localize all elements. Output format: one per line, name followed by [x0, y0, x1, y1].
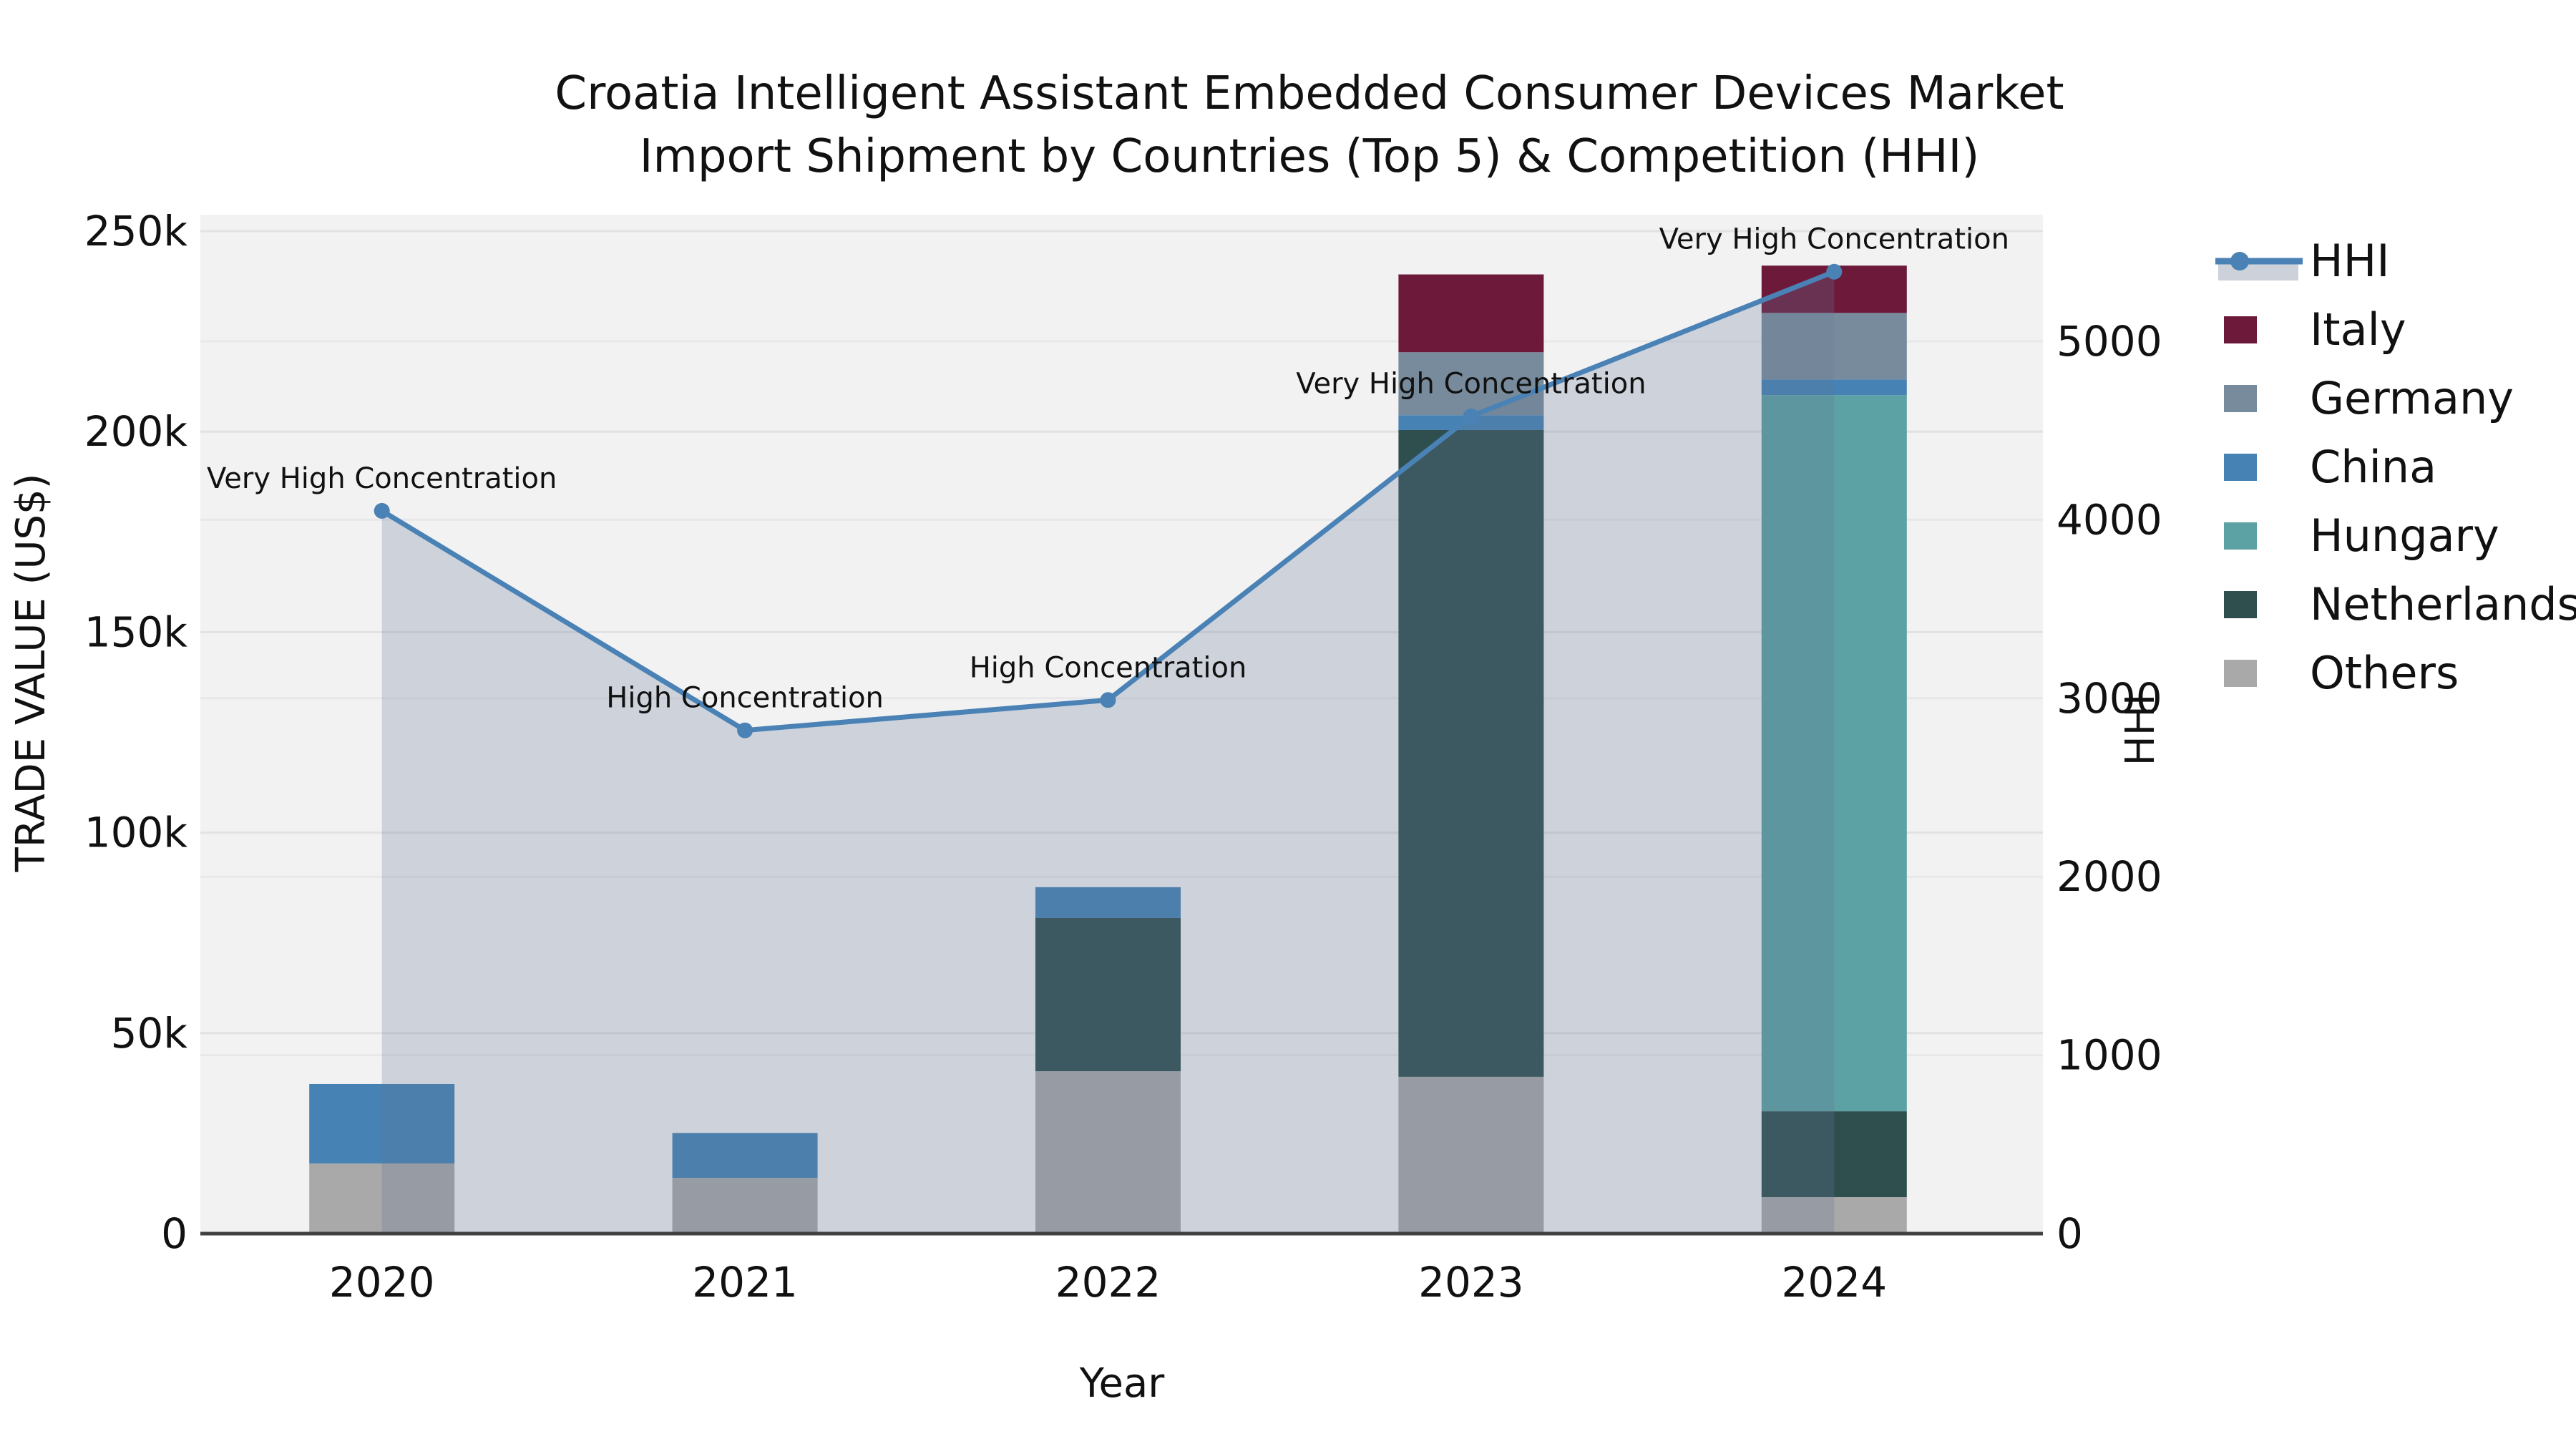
- legend-item-others: Others: [2224, 647, 2459, 699]
- bar-segment-2021-china: [672, 1133, 818, 1179]
- x-tick-2022: 2022: [1055, 1258, 1161, 1307]
- legend-item-hhi: HHI: [2215, 235, 2390, 287]
- legend-item-china: China: [2224, 441, 2436, 493]
- x-tick-labels: 2020 2021 2022 2023 2024: [329, 1258, 1887, 1307]
- y-left-tick-200k: 200k: [84, 407, 188, 456]
- legend-item-netherlands: Netherlands: [2224, 578, 2576, 630]
- x-tick-2024: 2024: [1781, 1258, 1887, 1307]
- legend-hhi-marker: [2230, 252, 2249, 270]
- annotation-2023: Very High Concentration: [1296, 368, 1646, 401]
- legend-label-hungary: Hungary: [2310, 509, 2499, 562]
- bar-segment-2024-hungary: [1761, 395, 1907, 1112]
- annotation-2024: Very High Concentration: [1659, 223, 2009, 256]
- y-right-tick-3000: 3000: [2057, 674, 2162, 723]
- bar-segment-2022-netherlands: [1035, 917, 1181, 1072]
- y-left-tick-150k: 150k: [84, 608, 188, 656]
- legend-swatch-germany: [2224, 385, 2257, 412]
- legend-label-china: China: [2310, 441, 2436, 493]
- bar-segment-2023-italy: [1398, 274, 1544, 353]
- legend-item-hungary: Hungary: [2224, 509, 2499, 562]
- y-left-tick-0: 0: [161, 1209, 187, 1258]
- y-left-tick-50k: 50k: [111, 1009, 188, 1058]
- y-right-tick-0: 0: [2057, 1209, 2083, 1258]
- y-left-tick-100k: 100k: [84, 809, 188, 857]
- legend-item-italy: Italy: [2224, 303, 2406, 356]
- chart-title-line2: Import Shipment by Countries (Top 5) & C…: [640, 130, 1980, 183]
- annotation-2020: Very High Concentration: [207, 462, 557, 495]
- chart-title-line1: Croatia Intelligent Assistant Embedded C…: [555, 67, 2064, 120]
- legend-swatch-china: [2224, 454, 2257, 481]
- bar-segment-2023-netherlands: [1398, 429, 1544, 1077]
- bar-segment-2020-others: [309, 1163, 455, 1234]
- y-right-tick-2000: 2000: [2057, 852, 2162, 901]
- legend-swatch-italy: [2224, 316, 2257, 343]
- legend-swatch-netherlands: [2224, 591, 2257, 618]
- bar-segment-2022-china: [1035, 887, 1181, 918]
- x-tick-2020: 2020: [329, 1258, 435, 1307]
- hhi-marker-2021: [737, 722, 753, 738]
- bar-segment-2024-netherlands: [1761, 1111, 1907, 1198]
- annotation-2021: High Concentration: [606, 682, 884, 715]
- y-right-tick-1000: 1000: [2057, 1031, 2162, 1080]
- hhi-area-fill: [381, 271, 1835, 1234]
- x-tick-2023: 2023: [1418, 1258, 1524, 1307]
- bar-segment-2024-others: [1761, 1197, 1907, 1234]
- bar-segment-2023-germany: [1398, 352, 1544, 416]
- bar-segment-2024-china: [1761, 379, 1907, 396]
- bar-segment-2021-others: [672, 1178, 818, 1234]
- bar-segment-2022-others: [1035, 1071, 1181, 1234]
- y-right-tick-4000: 4000: [2057, 495, 2162, 544]
- annotation-2022: High Concentration: [970, 651, 1247, 684]
- legend-swatch-others: [2224, 660, 2257, 687]
- y-right-tick-5000: 5000: [2057, 317, 2162, 366]
- y-left-axis-title: TRADE VALUE (US$): [8, 474, 54, 873]
- bar-segment-2024-germany: [1761, 313, 1907, 380]
- legend-label-italy: Italy: [2310, 303, 2406, 356]
- hhi-markers: [374, 263, 1843, 738]
- point-annotations: Very High Concentration High Concentratio…: [207, 223, 2009, 715]
- hhi-marker-2022: [1100, 692, 1116, 708]
- bar-segment-2023-others: [1398, 1076, 1544, 1234]
- hhi-marker-2024: [1826, 263, 1843, 280]
- legend: HHI Italy Germany China Hungary Netherlands Ot…: [2215, 235, 2576, 699]
- legend-label-others: Others: [2310, 647, 2459, 699]
- hhi-marker-2023: [1463, 408, 1479, 424]
- y-left-tick-labels: 0 50k 100k 150k 200k 250k: [84, 207, 188, 1258]
- x-axis-title: Year: [1079, 1360, 1166, 1407]
- y-right-axis-title: HHI: [2117, 694, 2164, 766]
- legend-item-germany: Germany: [2224, 372, 2514, 424]
- y-left-tick-250k: 250k: [84, 207, 188, 255]
- legend-label-germany: Germany: [2310, 372, 2514, 424]
- y-right-tick-labels: 0 1000 2000 3000 4000 5000: [2057, 317, 2162, 1258]
- x-tick-2021: 2021: [692, 1258, 798, 1307]
- legend-swatch-hungary: [2224, 522, 2257, 550]
- stacked-bars: [309, 265, 1907, 1234]
- legend-label-netherlands: Netherlands: [2310, 578, 2576, 630]
- hhi-marker-2020: [374, 502, 390, 519]
- legend-label-hhi: HHI: [2310, 235, 2390, 287]
- bar-segment-2020-china: [309, 1083, 455, 1163]
